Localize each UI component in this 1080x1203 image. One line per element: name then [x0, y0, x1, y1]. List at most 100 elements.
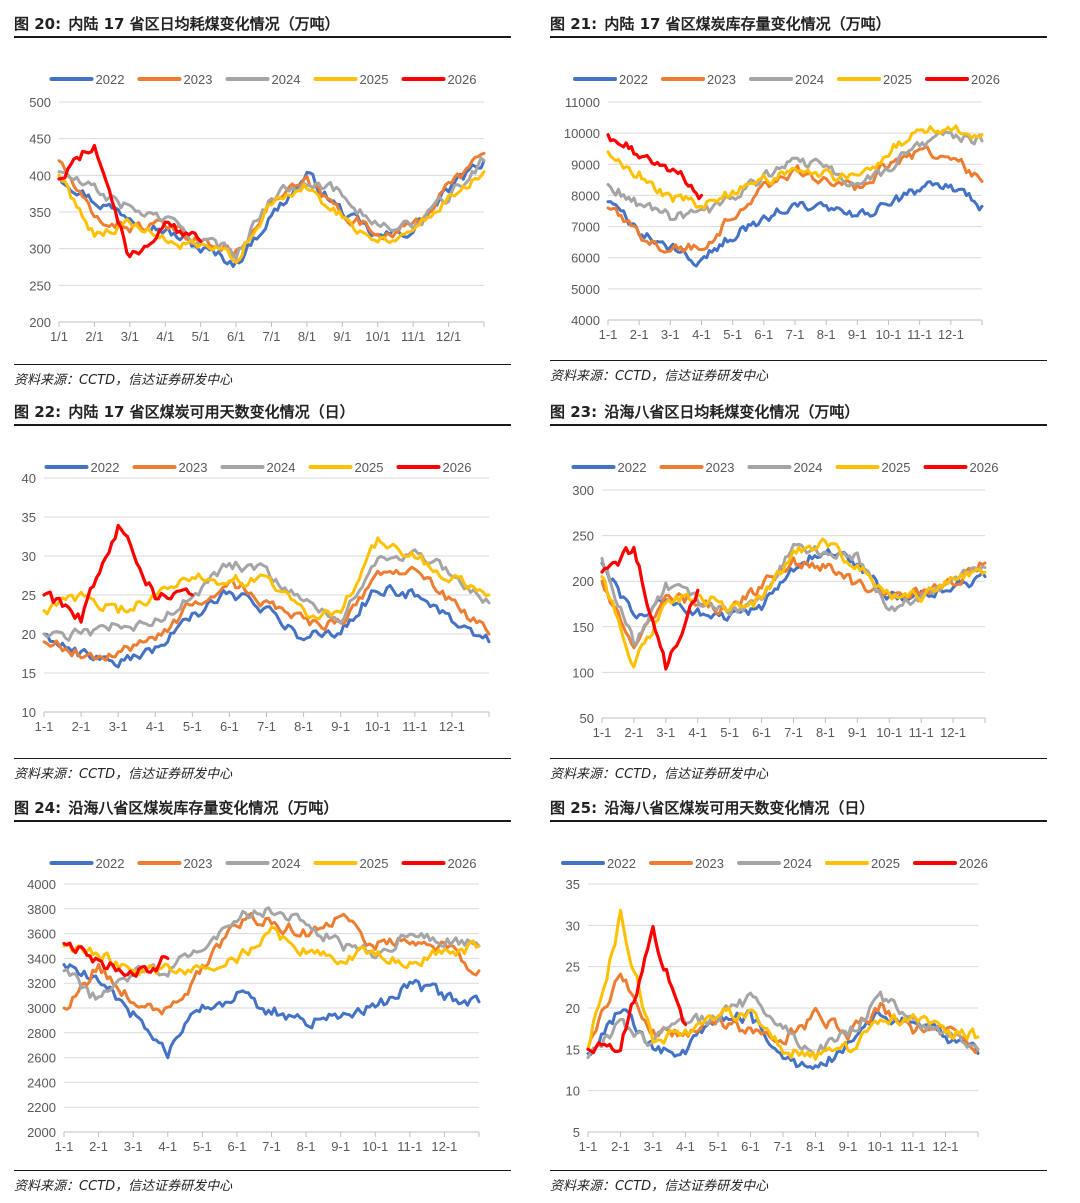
- y-tick-label: 3200: [27, 976, 56, 991]
- x-tick-label: 6-1: [741, 1139, 760, 1154]
- y-tick-label: 200: [29, 315, 51, 330]
- x-tick-label: 9/1: [333, 329, 351, 344]
- chart-title: 图 22: 内陆 17 省区煤炭可用天数变化情况（日）: [14, 400, 511, 426]
- y-tick-label: 350: [29, 205, 51, 220]
- x-tick-label: 10-1: [867, 1139, 893, 1154]
- x-tick-label: 6/1: [227, 329, 245, 344]
- x-tick-label: 5-1: [723, 327, 742, 342]
- y-tick-label: 450: [29, 132, 51, 147]
- y-tick-label: 2400: [27, 1075, 56, 1090]
- legend-label: 2026: [971, 72, 1000, 87]
- x-tick-label: 10-1: [876, 725, 902, 740]
- legend-label: 2023: [706, 460, 735, 475]
- x-tick-label: 3-1: [656, 725, 675, 740]
- series-line-2026: [606, 133, 704, 201]
- x-tick-label: 7-1: [257, 719, 276, 734]
- x-tick-label: 11-1: [909, 725, 934, 740]
- y-tick-label: 11000: [565, 95, 600, 110]
- y-tick-label: 2000: [27, 1125, 56, 1140]
- legend-label: 2024: [272, 856, 301, 871]
- y-tick-label: 25: [22, 588, 36, 603]
- series-line-2023: [600, 556, 987, 650]
- y-tick-label: 3400: [27, 951, 56, 966]
- series-line-2024: [600, 542, 987, 647]
- x-tick-label: 8-1: [297, 1139, 316, 1154]
- y-tick-label: 300: [29, 242, 51, 257]
- x-tick-label: 12-1: [932, 1139, 958, 1154]
- legend-label: 2022: [96, 856, 125, 871]
- y-tick-label: 10: [566, 1084, 580, 1099]
- y-tick-label: 9000: [571, 157, 600, 172]
- legend-label: 2025: [871, 856, 900, 871]
- series-line-2026: [57, 143, 203, 259]
- figure-label: 图 21:: [550, 15, 598, 33]
- y-tick-label: 500: [29, 95, 51, 110]
- x-tick-label: 12-1: [431, 1139, 457, 1154]
- y-tick-label: 4000: [27, 877, 56, 892]
- series-line-2024: [57, 156, 486, 261]
- x-tick-label: 9-1: [331, 1139, 350, 1154]
- x-tick-label: 9-1: [848, 725, 867, 740]
- figure-label: 图 24:: [14, 799, 62, 817]
- y-tick-label: 30: [566, 918, 580, 933]
- legend-label: 2025: [355, 460, 384, 475]
- legend-label: 2024: [795, 72, 824, 87]
- y-tick-label: 20: [22, 627, 36, 642]
- x-tick-label: 5/1: [192, 329, 210, 344]
- chart-fig24: 2000 2200 2400 2600 2800 3000 3200 3400 3600 3800…: [27, 856, 481, 1154]
- legend-label: 2024: [794, 460, 823, 475]
- y-tick-label: 35: [22, 510, 36, 525]
- legend-label: 2023: [179, 460, 208, 475]
- x-tick-label: 2-1: [625, 725, 644, 740]
- x-tick-label: 12/1: [436, 329, 461, 344]
- x-tick-label: 11-1: [900, 1139, 925, 1154]
- x-tick-label: 8-1: [817, 327, 836, 342]
- x-tick-label: 3-1: [124, 1139, 143, 1154]
- series-line-2022: [57, 159, 486, 268]
- chart-fig21: 4000 5000 6000 7000 8000 9000 10000 11000 1-1 2-1…: [564, 72, 1000, 342]
- chart-title: 图 23: 沿海八省区日均耗煤变化情况（万吨）: [550, 400, 1047, 426]
- y-tick-label: 2600: [27, 1051, 56, 1066]
- legend-label: 2023: [184, 72, 213, 87]
- series-line-2024: [606, 129, 984, 221]
- y-tick-label: 7000: [571, 220, 600, 235]
- chart-fig20: 200 250 300 350 400 450 500 1/1 2/1 3/1 4/1 5/1 6/1 7…: [29, 72, 486, 344]
- x-tick-label: 5-1: [183, 719, 202, 734]
- x-tick-label: 3-1: [644, 1139, 663, 1154]
- x-tick-label: 11-1: [907, 327, 932, 342]
- x-tick-label: 2-1: [72, 719, 91, 734]
- x-tick-label: 7/1: [262, 329, 280, 344]
- source-note: 资料来源：CCTD，信达证券研发中心: [14, 1170, 511, 1194]
- series-line-2022: [42, 584, 491, 669]
- series-line-2025: [606, 124, 984, 210]
- y-tick-label: 2800: [27, 1026, 56, 1041]
- x-tick-label: 8-1: [816, 725, 835, 740]
- legend-label: 2022: [91, 460, 120, 475]
- series-line-2026: [62, 941, 170, 978]
- figure-title: 沿海八省区日均耗煤变化情况（万吨）: [604, 403, 860, 421]
- x-tick-label: 7-1: [262, 1139, 281, 1154]
- y-tick-label: 15: [566, 1042, 580, 1057]
- x-tick-label: 9-1: [331, 719, 350, 734]
- y-tick-label: 35: [566, 877, 580, 892]
- figure-label: 图 25:: [550, 799, 598, 817]
- y-tick-label: 40: [22, 471, 36, 486]
- x-tick-label: 2/1: [85, 329, 103, 344]
- x-tick-label: 9-1: [848, 327, 867, 342]
- legend-label: 2026: [443, 460, 472, 475]
- series-line-2023: [586, 972, 980, 1054]
- y-tick-label: 15: [22, 666, 36, 681]
- x-tick-label: 4-1: [688, 725, 707, 740]
- x-tick-label: 7-1: [784, 725, 803, 740]
- x-tick-label: 6-1: [220, 719, 239, 734]
- x-tick-label: 2-1: [630, 327, 649, 342]
- x-tick-label: 3-1: [661, 327, 680, 342]
- legend-label: 2024: [783, 856, 812, 871]
- x-tick-label: 1/1: [50, 329, 68, 344]
- y-tick-label: 5000: [571, 282, 600, 297]
- x-tick-label: 5-1: [720, 725, 739, 740]
- figure-title: 内陆 17 省区煤炭可用天数变化情况（日）: [68, 403, 355, 421]
- x-tick-label: 6-1: [228, 1139, 247, 1154]
- figure-title: 沿海八省区煤炭库存量变化情况（万吨）: [68, 799, 339, 817]
